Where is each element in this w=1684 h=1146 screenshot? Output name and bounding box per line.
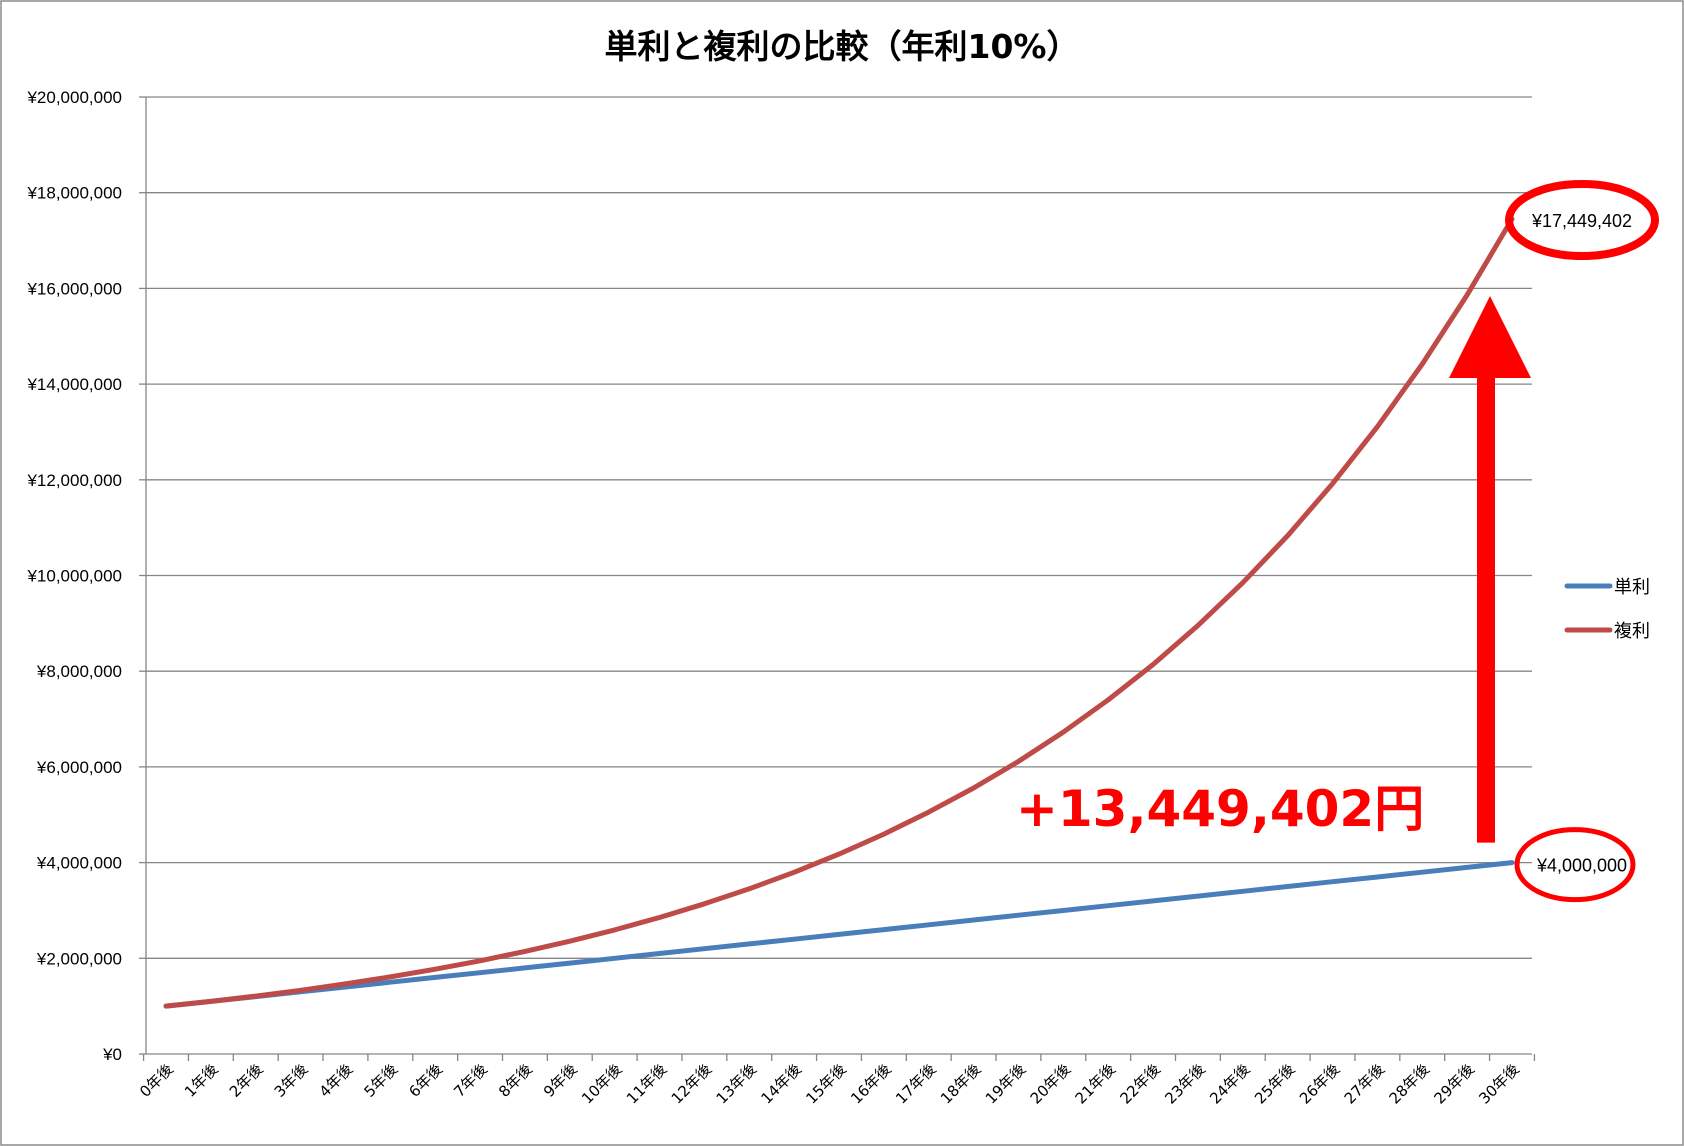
final-compound-value-label: ¥17,449,402	[1531, 211, 1632, 231]
series	[163, 216, 1515, 1009]
axes	[139, 96, 1536, 1061]
y-tick-label: ¥6,000,000	[36, 758, 122, 777]
annotations: ¥17,449,402 ¥4,000,000 +13,449,402円	[1016, 180, 1659, 903]
y-tick-label: ¥8,000,000	[36, 662, 122, 681]
y-tick-label: ¥10,000,000	[26, 567, 122, 586]
y-tick-label: ¥14,000,000	[26, 375, 122, 394]
chart-title: 単利と複利の比較（年利10%）	[605, 27, 1080, 66]
legend-label: 単利	[1614, 577, 1650, 598]
difference-arrow	[1449, 296, 1531, 843]
grid	[146, 96, 1532, 959]
y-tick-label: ¥2,000,000	[36, 949, 122, 968]
highlight-circle-simple	[1514, 827, 1636, 903]
final-simple-value-label: ¥4,000,000	[1536, 856, 1627, 876]
y-tick-label: ¥16,000,000	[26, 279, 122, 298]
difference-label: +13,449,402円	[1016, 780, 1424, 838]
y-tick-label: ¥12,000,000	[26, 471, 122, 490]
series-line-simple	[163, 860, 1515, 1009]
y-tick-label: ¥20,000,000	[26, 88, 122, 107]
y-axis-ticks: ¥0 ¥2,000,000 ¥4,000,000 ¥6,000,000 ¥8,000,0…	[26, 88, 122, 1064]
y-tick-label: ¥0	[102, 1045, 122, 1064]
y-tick-label: ¥18,000,000	[26, 184, 122, 203]
legend-label: 複利	[1614, 621, 1650, 642]
y-tick-label: ¥4,000,000	[36, 854, 122, 873]
series-line-compound	[163, 216, 1515, 1009]
highlight-circle-compound	[1505, 180, 1659, 261]
